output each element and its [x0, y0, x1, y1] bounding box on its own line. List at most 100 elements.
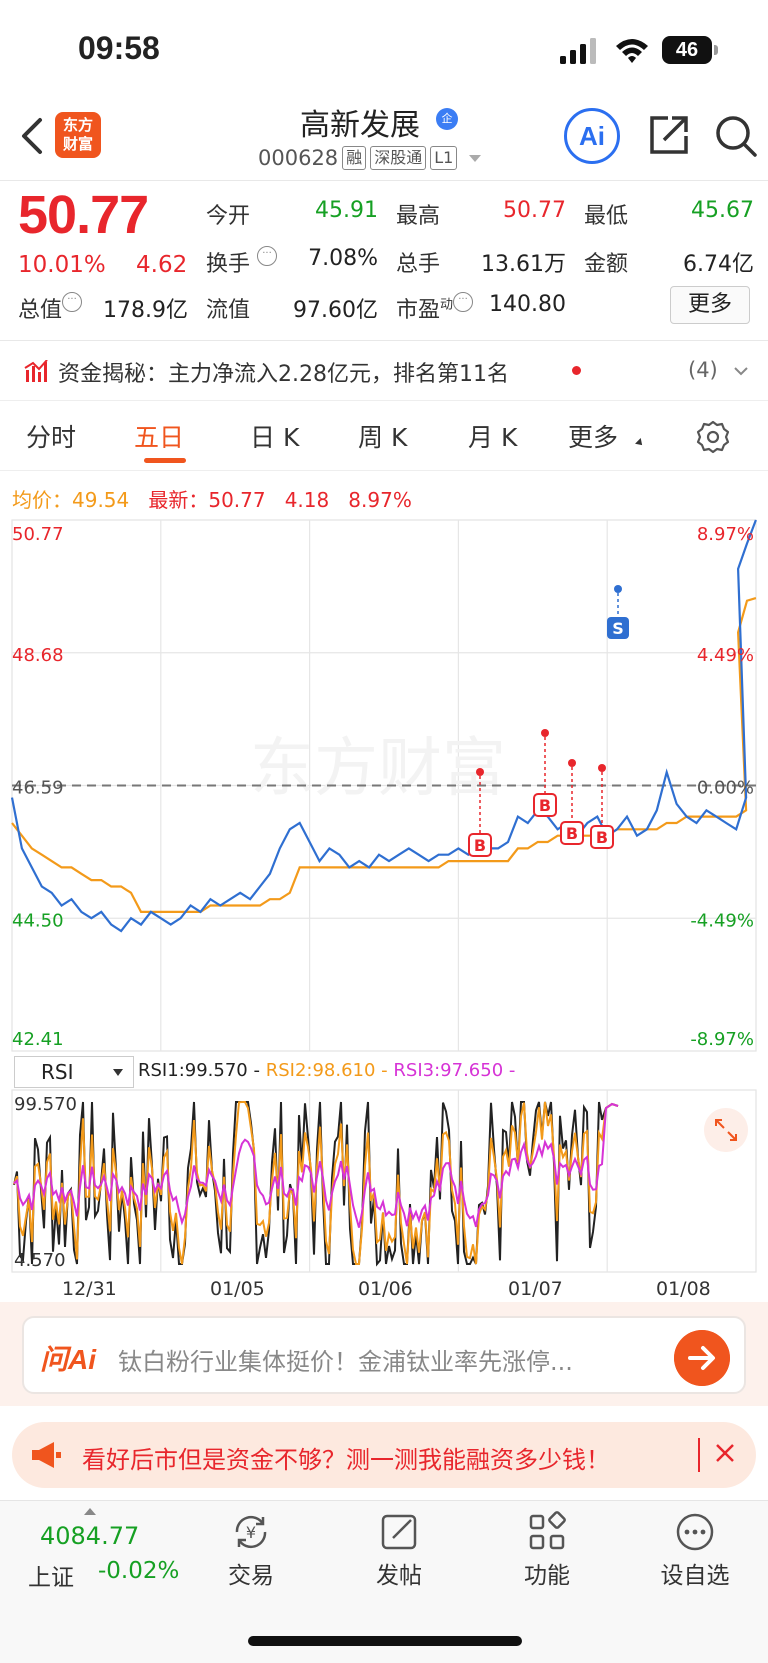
- y-pct-label: -8.97%: [690, 1029, 754, 1050]
- nav-functions[interactable]: 功能: [492, 1510, 602, 1590]
- ask-ai-box[interactable]: [22, 1316, 746, 1394]
- index-name[interactable]: 上证: [28, 1565, 74, 1591]
- tab-five-day[interactable]: 五日: [134, 423, 185, 452]
- megaphone-icon: [32, 1442, 61, 1468]
- pe-value: 140.80: [489, 292, 566, 317]
- active-tab-indicator: [144, 458, 186, 463]
- y-tick-label: 48.68: [12, 645, 64, 666]
- tab-weekly-k[interactable]: 周 K: [358, 423, 408, 452]
- rsi-top-label: 99.570: [14, 1094, 77, 1115]
- back-icon[interactable]: [18, 112, 48, 160]
- turnover-label[interactable]: 换手 ···: [206, 246, 278, 278]
- price-line: [10, 519, 757, 933]
- amount-value: 6.74亿: [683, 252, 754, 277]
- unread-dot: [572, 366, 581, 375]
- chevron-down-icon[interactable]: [734, 366, 748, 376]
- low-value: 45.67: [691, 198, 754, 223]
- search-icon[interactable]: [714, 114, 758, 158]
- ask-ai-headline[interactable]: 钛白粉行业集体挺价！金浦钛业率先涨停...: [118, 1348, 573, 1376]
- expand-icon[interactable]: [704, 1108, 748, 1152]
- fund-flow-text[interactable]: 资金揭秘：主力净流入2.28亿元，排名第11名: [58, 362, 509, 387]
- info-icon: ···: [257, 246, 278, 266]
- x-label: 12/31: [62, 1278, 117, 1300]
- float-cap-label: 流值: [206, 298, 251, 323]
- y-tick-label: 44.50: [12, 910, 64, 931]
- svg-text:¥: ¥: [246, 1523, 256, 1542]
- marker-label: B: [474, 836, 486, 855]
- battery-icon: 46: [662, 36, 718, 64]
- tab-intraday[interactable]: 分时: [26, 423, 77, 452]
- open-value: 45.91: [315, 198, 378, 223]
- pe-label[interactable]: 市盈动 ···: [396, 292, 474, 324]
- trade-marker-buy[interactable]: B: [468, 768, 492, 857]
- trade-marker-buy[interactable]: B: [560, 759, 584, 845]
- gear-icon[interactable]: [696, 420, 730, 454]
- rsi-chart[interactable]: 99.570 4.570: [0, 1088, 768, 1274]
- ai-button[interactable]: Ai: [564, 108, 620, 164]
- stock-code: 000628: [258, 146, 339, 170]
- chevron-down-icon: [113, 1069, 123, 1076]
- nav-trade[interactable]: ¥ 交易: [196, 1510, 306, 1590]
- level-tag: L1: [430, 146, 458, 170]
- tab-more[interactable]: 更多: [568, 423, 619, 452]
- wifi-icon: [616, 39, 648, 63]
- info-icon: ···: [453, 292, 474, 312]
- five-day-chart[interactable]: 东方财富 50.77 48.68 46.59 44.50 42.41 8.97% 4.49…: [0, 500, 768, 1060]
- edit-icon: [381, 1514, 417, 1550]
- marker-label: S: [612, 619, 624, 638]
- tab-monthly-k[interactable]: 月 K: [468, 423, 518, 452]
- nav-post[interactable]: 发帖: [344, 1510, 454, 1590]
- x-label: 01/05: [210, 1278, 265, 1300]
- ask-ai-logo: 问Ai: [40, 1344, 97, 1375]
- x-label: 01/06: [358, 1278, 413, 1300]
- rsi3-line: [13, 1102, 619, 1228]
- home-indicator: [248, 1636, 522, 1646]
- marker-label: B: [566, 824, 578, 843]
- high-label: 最高: [396, 204, 441, 229]
- y-tick-label: 42.41: [12, 1029, 64, 1050]
- info-icon: ···: [62, 292, 83, 312]
- current-price: 50.77: [18, 185, 149, 245]
- status-time: 09:58: [78, 30, 160, 66]
- arrow-right-icon[interactable]: [674, 1330, 730, 1386]
- watermark-logo: 东方财富: [250, 732, 506, 806]
- caret-icon: [635, 438, 645, 448]
- rsi-legend: RSI1:99.570 - RSI2:98.610 - RSI3:97.650 …: [138, 1060, 515, 1081]
- share-icon[interactable]: [648, 114, 690, 156]
- y-pct-label: -4.49%: [690, 910, 754, 931]
- indicator-select[interactable]: RSI: [14, 1056, 134, 1088]
- promo-text[interactable]: 看好后市但是资金不够？测一测我能融资多少钱！: [82, 1446, 610, 1474]
- rsi1-line: [13, 1101, 619, 1267]
- avg-price-line: [11, 597, 757, 913]
- turnover-value: 7.08%: [308, 246, 378, 271]
- index-change[interactable]: -0.02%: [98, 1558, 180, 1584]
- low-label: 最低: [584, 204, 629, 229]
- app-logo: 东方 财富: [55, 112, 101, 158]
- nav-add-watchlist[interactable]: 设自选: [640, 1510, 750, 1590]
- x-label: 01/08: [656, 1278, 711, 1300]
- trade-marker-sell[interactable]: S: [607, 585, 629, 639]
- trade-marker-buy[interactable]: B: [590, 764, 614, 849]
- high-value: 50.77: [503, 198, 566, 223]
- market-cap-label[interactable]: 总值 ···: [18, 292, 83, 324]
- connect-tag: 深股通: [370, 146, 427, 170]
- tab-daily-k[interactable]: 日 K: [250, 423, 300, 452]
- trade-marker-buy[interactable]: B: [533, 729, 557, 817]
- open-label: 今开: [206, 204, 251, 229]
- yuan-cycle-icon: ¥: [235, 1515, 267, 1549]
- margin-tag: 融: [342, 146, 367, 170]
- close-icon[interactable]: [714, 1442, 736, 1464]
- caret-up-icon: [84, 1508, 96, 1515]
- fund-flow-count[interactable]: (4): [688, 358, 718, 382]
- stock-code-row[interactable]: 000628 融 深股通 L1: [258, 146, 482, 170]
- promo-banner[interactable]: [12, 1422, 756, 1488]
- rsi1-value: RSI1:99.570 -: [138, 1060, 260, 1081]
- x-label: 01/07: [508, 1278, 563, 1300]
- chevron-down-icon: [469, 154, 482, 162]
- rsi2-line: [13, 1101, 619, 1265]
- promo-divider: [698, 1438, 700, 1472]
- index-value[interactable]: 4084.77: [40, 1522, 140, 1550]
- marker-label: B: [539, 796, 551, 815]
- more-button[interactable]: 更多: [670, 286, 750, 324]
- y-pct-label: 8.97%: [697, 524, 754, 545]
